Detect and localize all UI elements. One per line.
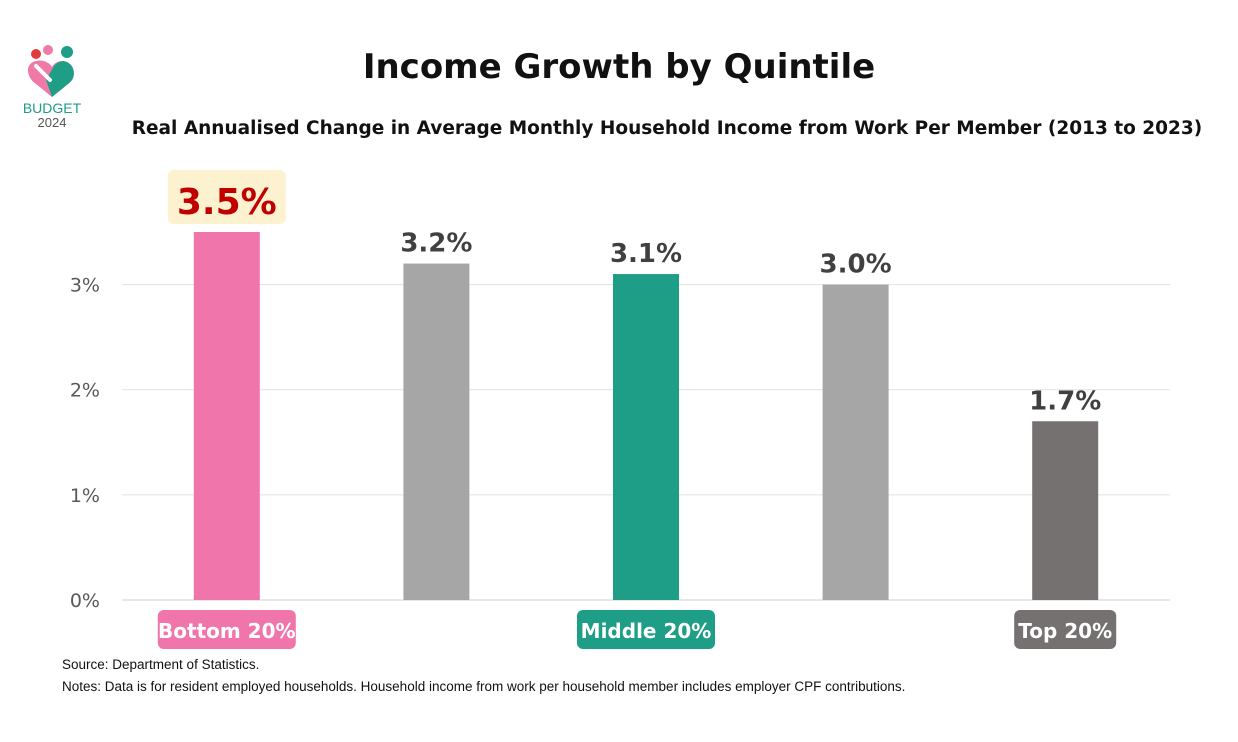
- data-label: 3.0%: [820, 250, 892, 280]
- y-tick-label: 1%: [70, 485, 100, 507]
- source-note: Source: Department of Statistics.: [62, 657, 260, 672]
- bar: [613, 274, 679, 600]
- logo-word: BUDGET: [22, 100, 82, 116]
- heart-logo-icon: [27, 45, 74, 97]
- category-labels: Bottom 20% Middle 20% Top 20%: [157, 610, 1117, 649]
- logo-year: 2024: [37, 115, 67, 130]
- notes-text: Notes: Data is for resident employed hou…: [62, 679, 906, 694]
- bar: [1032, 421, 1099, 600]
- y-tick-label: 2%: [70, 380, 100, 402]
- highlight-label-background: [167, 170, 286, 224]
- budget-2024-logo: BUDGET 2024: [22, 44, 82, 134]
- data-label: 1.7%: [1029, 386, 1101, 416]
- data-label: 3.1%: [610, 239, 682, 269]
- bar: [193, 232, 260, 600]
- category-label: Bottom 20%: [158, 619, 296, 643]
- y-tick-label: 0%: [70, 590, 100, 612]
- category-label-background: [157, 610, 296, 649]
- data-label: 3.2%: [400, 229, 472, 259]
- bar: [822, 284, 889, 600]
- y-tick-label: 3%: [70, 275, 100, 297]
- bars: [193, 232, 1099, 600]
- chart-title: Income Growth by Quintile: [362, 47, 876, 87]
- category-label: Top 20%: [1018, 619, 1112, 643]
- data-label: 3.5%: [177, 182, 277, 223]
- category-label-background: [1014, 610, 1117, 649]
- chart-subtitle: Real Annualised Change in Average Monthl…: [131, 118, 1203, 139]
- y-axis-ticks: 0% 1% 2% 3%: [70, 275, 100, 612]
- data-labels: 3.5% 3.2% 3.1% 3.0% 1.7%: [167, 170, 1101, 416]
- category-label-background: [577, 610, 715, 649]
- bar: [403, 263, 470, 600]
- category-label: Middle 20%: [581, 619, 712, 643]
